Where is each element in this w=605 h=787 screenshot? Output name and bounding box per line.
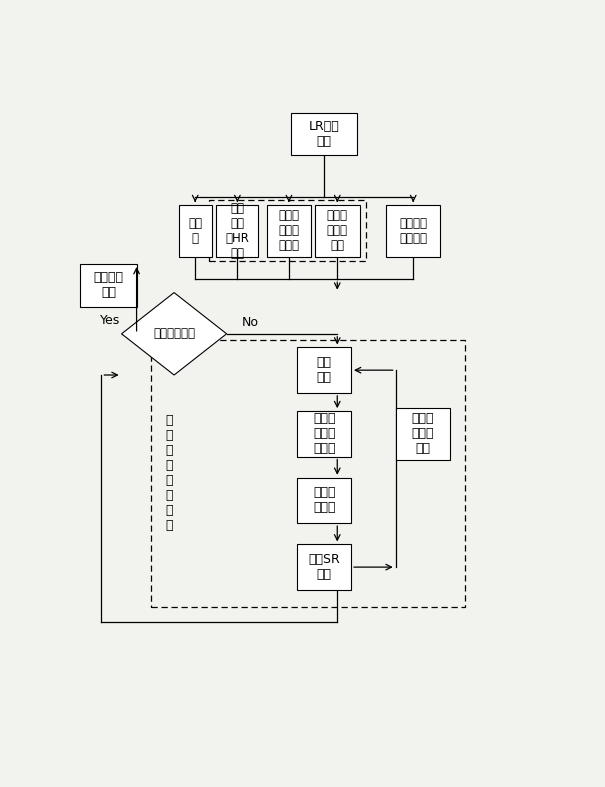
Text: LR视频
序列: LR视频 序列 [309, 120, 339, 148]
FancyBboxPatch shape [315, 205, 359, 257]
FancyBboxPatch shape [396, 408, 450, 460]
FancyBboxPatch shape [386, 205, 440, 257]
Text: 初始
化: 初始 化 [188, 216, 202, 245]
Text: 迭代终止条件: 迭代终止条件 [153, 327, 195, 340]
Text: 最终重建
图像: 最终重建 图像 [93, 272, 123, 299]
Text: 图像SR
重建: 图像SR 重建 [309, 553, 340, 581]
Text: 幅值约
束投影: 幅值约 束投影 [313, 486, 335, 515]
Text: 初始化
运动估
计矩阵: 初始化 运动估 计矩阵 [278, 209, 299, 253]
FancyBboxPatch shape [80, 264, 137, 306]
Text: 初始
化模
拟HR
图像: 初始 化模 拟HR 图像 [226, 201, 249, 260]
FancyBboxPatch shape [297, 347, 351, 393]
FancyBboxPatch shape [267, 205, 311, 257]
FancyBboxPatch shape [297, 478, 351, 523]
FancyBboxPatch shape [217, 205, 258, 257]
Text: 数据一
致性约
束投影: 数据一 致性约 束投影 [313, 412, 335, 456]
FancyBboxPatch shape [297, 411, 351, 456]
Text: 残差反
向修正
投影: 残差反 向修正 投影 [411, 412, 434, 456]
Text: 初始化
点扩散
函数: 初始化 点扩散 函数 [327, 209, 348, 253]
Text: 获得
残差: 获得 残差 [316, 357, 332, 384]
Text: No: No [241, 316, 258, 330]
FancyBboxPatch shape [179, 205, 212, 257]
FancyBboxPatch shape [297, 545, 351, 589]
Polygon shape [122, 293, 227, 375]
FancyBboxPatch shape [292, 113, 357, 155]
Text: 图像增强
观测模型: 图像增强 观测模型 [399, 216, 427, 245]
Text: 超
分
辨
率
重
建
算
法: 超 分 辨 率 重 建 算 法 [166, 414, 173, 532]
Text: Yes: Yes [100, 314, 120, 327]
